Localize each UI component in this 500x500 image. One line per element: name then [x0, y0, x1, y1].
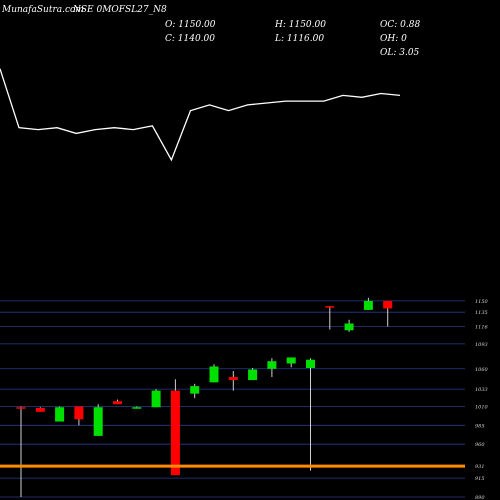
- candle: [55, 406, 65, 422]
- y-tick-label: 960: [475, 442, 485, 448]
- readout-high: H: 1150.00: [274, 20, 326, 30]
- chart-title: MunafaSutra.com: [1, 5, 84, 15]
- readout-ol: OL: 3.05: [380, 48, 420, 58]
- candle-body: [113, 401, 122, 405]
- candle-body: [306, 359, 315, 368]
- price-axis-labels: 1150 1135 1116 1093 1060 1033 1010 985 960 931 915…: [475, 299, 489, 500]
- indicator-line: [0, 68, 401, 162]
- candle: [306, 358, 315, 471]
- candle-body: [286, 357, 296, 364]
- candle-body: [132, 407, 142, 409]
- candle-body: [228, 377, 238, 381]
- candle-body: [363, 300, 373, 310]
- readout-oh: OH: 0: [380, 34, 407, 44]
- candle-body: [383, 300, 393, 309]
- candle-body: [248, 369, 258, 381]
- readout-oc: OC: 0.88: [380, 20, 420, 30]
- candle-body: [151, 390, 161, 408]
- candle: [113, 399, 122, 405]
- y-tick-label: 1093: [475, 342, 488, 348]
- candle: [383, 300, 393, 327]
- candle-body: [35, 407, 45, 412]
- candle: [132, 406, 142, 409]
- y-tick-label: 890: [475, 495, 485, 500]
- candle-body: [267, 361, 277, 369]
- candle: [35, 407, 45, 412]
- symbol-label: NSE 0MOFSL27_N8: [72, 5, 167, 15]
- y-tick-label: 985: [475, 423, 485, 429]
- candle: [248, 368, 258, 381]
- y-tick-label: 1150: [475, 299, 489, 305]
- candle: [344, 319, 354, 332]
- candle: [228, 371, 238, 391]
- candle-body: [74, 406, 84, 420]
- price-gridlines: [0, 300, 465, 498]
- readout-low: L: 1116.00: [274, 34, 324, 44]
- y-tick-label: 1116: [475, 325, 489, 331]
- candle-body: [93, 407, 103, 436]
- y-tick-label: 931: [475, 464, 485, 470]
- readout-close: C: 1140.00: [165, 34, 215, 44]
- candle: [363, 297, 373, 310]
- candle-body: [344, 323, 354, 331]
- readout-open: O: 1150.00: [165, 20, 216, 30]
- candle: [209, 364, 219, 383]
- y-tick-label: 1135: [475, 310, 488, 316]
- y-tick-label: 1060: [475, 367, 489, 373]
- y-tick-label: 915: [475, 476, 485, 482]
- candle-body: [55, 407, 65, 422]
- candle: [170, 379, 180, 476]
- candle: [74, 406, 84, 426]
- y-tick-label: 1033: [475, 387, 488, 393]
- y-tick-label: 1010: [475, 404, 489, 410]
- candles: [16, 297, 393, 497]
- candle-body: [209, 366, 219, 383]
- candle: [325, 306, 335, 330]
- candle-body: [16, 407, 26, 409]
- candle: [93, 404, 103, 436]
- candle-body: [325, 306, 335, 308]
- candle: [190, 383, 200, 399]
- candle: [286, 357, 296, 368]
- candle-body: [170, 390, 180, 476]
- candle: [16, 406, 26, 497]
- candle-body: [190, 386, 200, 394]
- candle: [151, 389, 161, 408]
- indicator-line-panel: [0, 68, 401, 162]
- candle: [267, 358, 277, 378]
